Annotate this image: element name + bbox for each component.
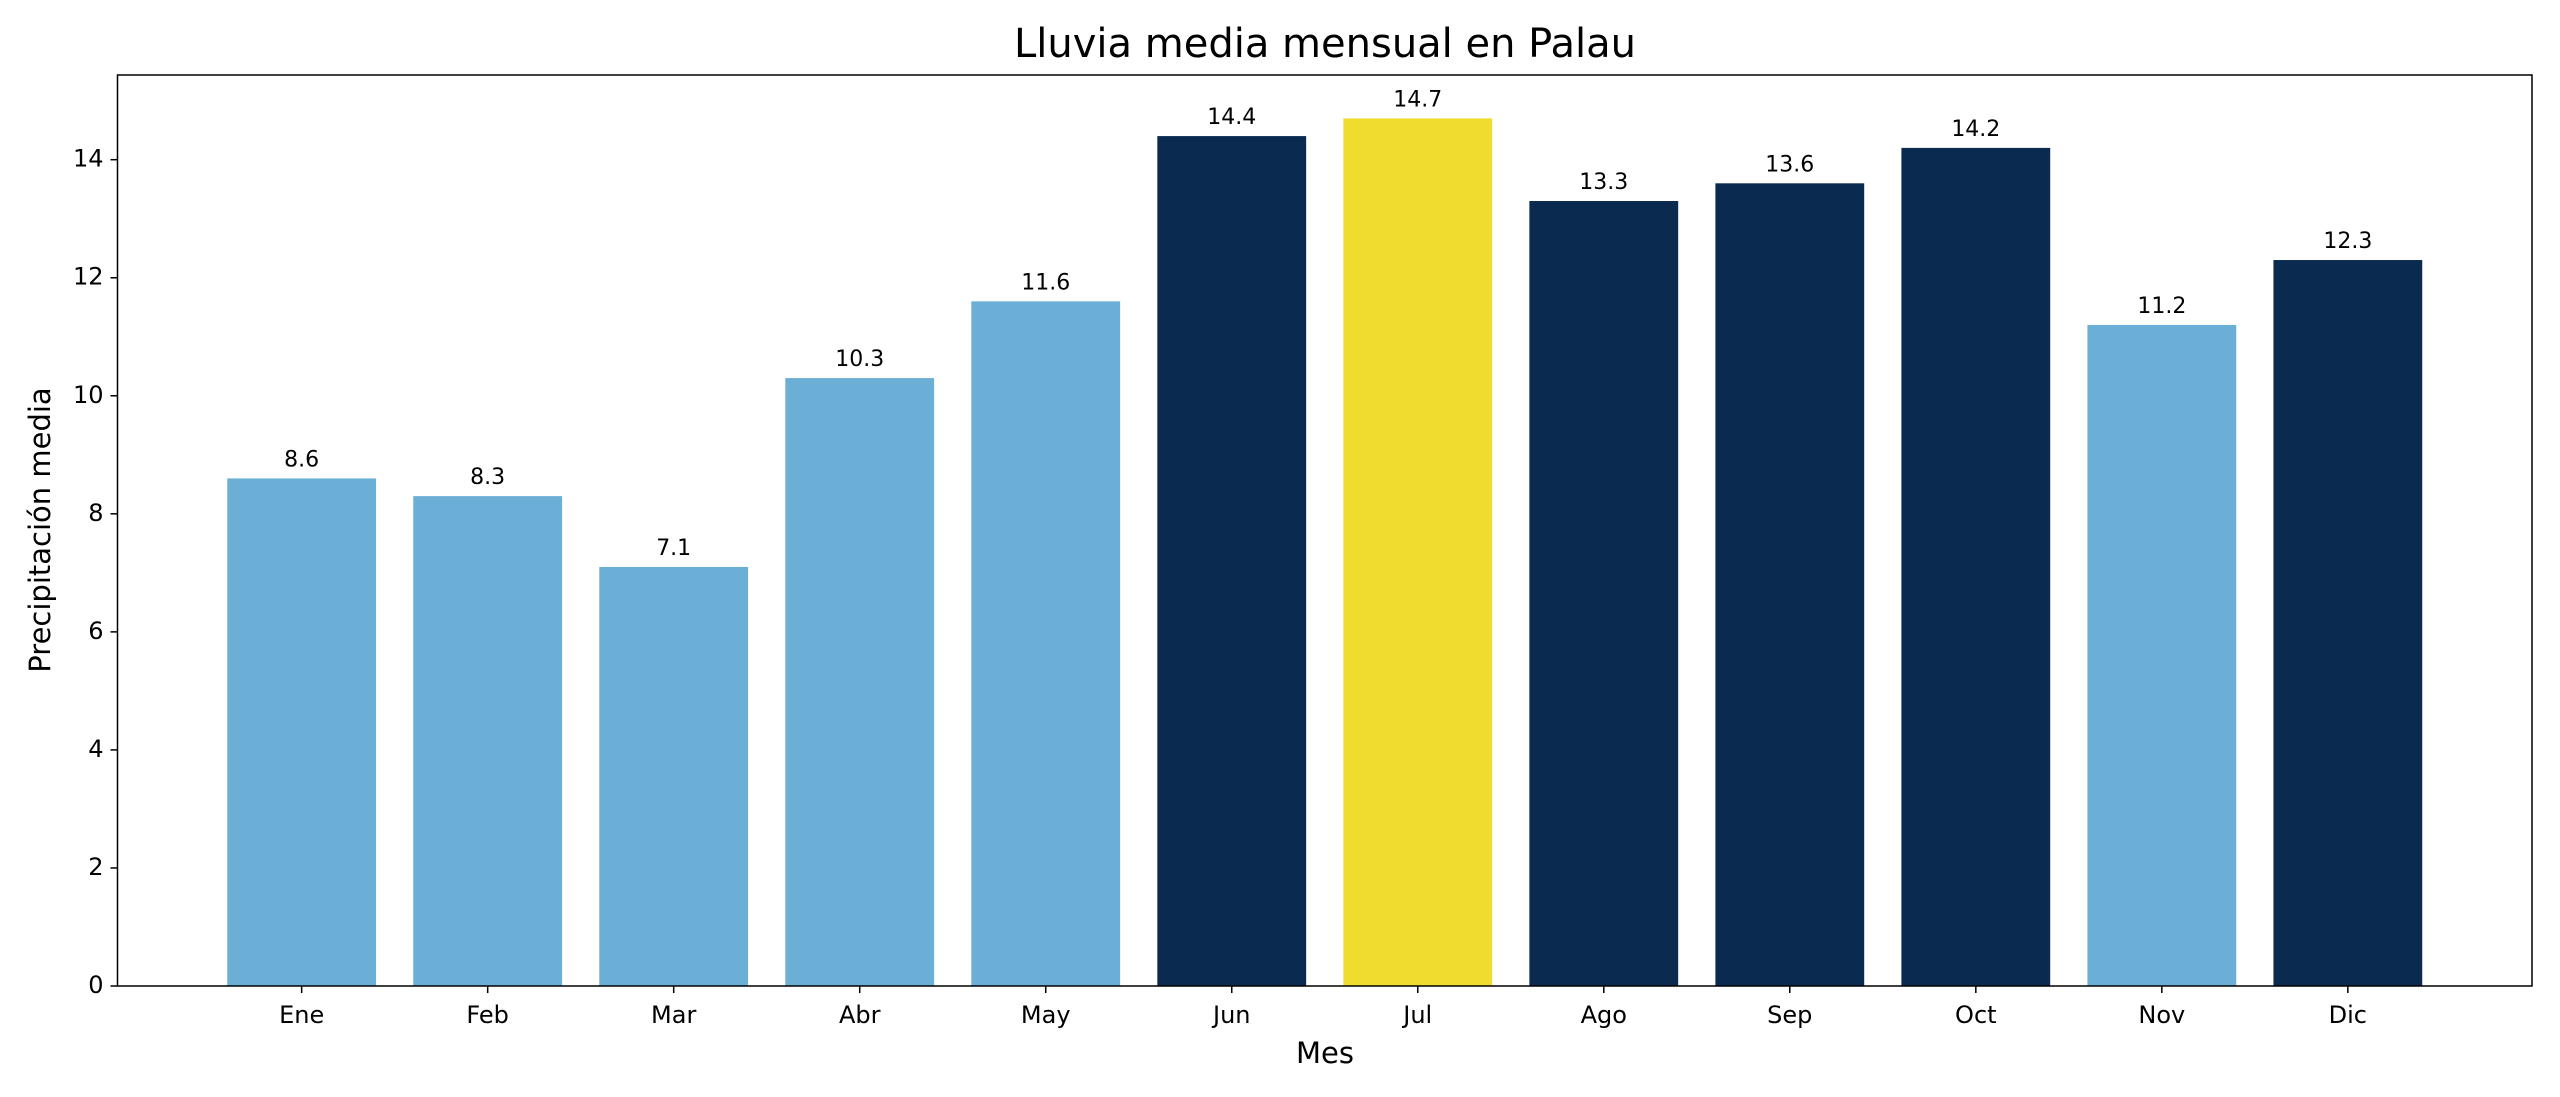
chart-title: Lluvia media mensual en Palau xyxy=(1014,21,1636,67)
x-tick-label: Oct xyxy=(1955,1001,1997,1029)
value-label: 7.1 xyxy=(656,536,691,561)
bar xyxy=(971,301,1121,986)
x-axis-label: Mes xyxy=(1296,1036,1354,1070)
y-tick-label: 6 xyxy=(88,617,103,645)
x-tick-label: Jul xyxy=(1401,1001,1432,1029)
y-tick-label: 8 xyxy=(88,499,103,527)
value-label: 11.2 xyxy=(2137,294,2186,319)
x-tick-label: Dic xyxy=(2329,1001,2367,1029)
bar xyxy=(2087,324,2237,986)
bar xyxy=(413,496,563,986)
bar xyxy=(1343,118,1493,986)
value-label: 8.3 xyxy=(470,465,505,490)
value-label: 13.3 xyxy=(1579,170,1628,195)
value-label: 14.2 xyxy=(1951,117,2000,142)
bar xyxy=(1715,183,1865,987)
value-label: 11.6 xyxy=(1021,270,1070,295)
x-tick-label: Feb xyxy=(466,1001,509,1029)
value-label: 13.6 xyxy=(1765,152,1814,177)
y-tick-label: 4 xyxy=(88,735,103,763)
value-label: 12.3 xyxy=(2323,229,2372,254)
x-tick-label: Sep xyxy=(1767,1001,1812,1029)
x-tick-label: Nov xyxy=(2138,1001,2185,1029)
bar xyxy=(1157,136,1307,986)
y-tick-label: 12 xyxy=(73,263,104,291)
bar xyxy=(785,378,935,987)
plot-frame xyxy=(116,74,2533,987)
x-tick-label: Mar xyxy=(651,1001,696,1029)
y-tick-label: 10 xyxy=(73,381,104,409)
value-label: 14.7 xyxy=(1393,87,1442,112)
y-tick-label: 14 xyxy=(73,145,104,173)
y-tick-label: 2 xyxy=(88,853,103,881)
bar xyxy=(599,566,749,986)
x-tick-label: May xyxy=(1021,1001,1071,1029)
bar xyxy=(227,478,377,986)
x-tick-label: Ago xyxy=(1581,1001,1627,1029)
x-tick-label: Jun xyxy=(1211,1001,1251,1029)
value-label: 10.3 xyxy=(835,347,884,372)
bar xyxy=(1529,201,1679,986)
x-tick-label: Abr xyxy=(839,1001,881,1029)
bar xyxy=(2273,260,2423,986)
value-label: 8.6 xyxy=(284,447,319,472)
y-tick-label: 0 xyxy=(88,971,103,999)
x-tick-label: Ene xyxy=(279,1001,324,1029)
y-axis-label: Precipitación media xyxy=(23,387,57,672)
bar xyxy=(1901,147,2051,987)
value-label: 14.4 xyxy=(1207,105,1256,130)
